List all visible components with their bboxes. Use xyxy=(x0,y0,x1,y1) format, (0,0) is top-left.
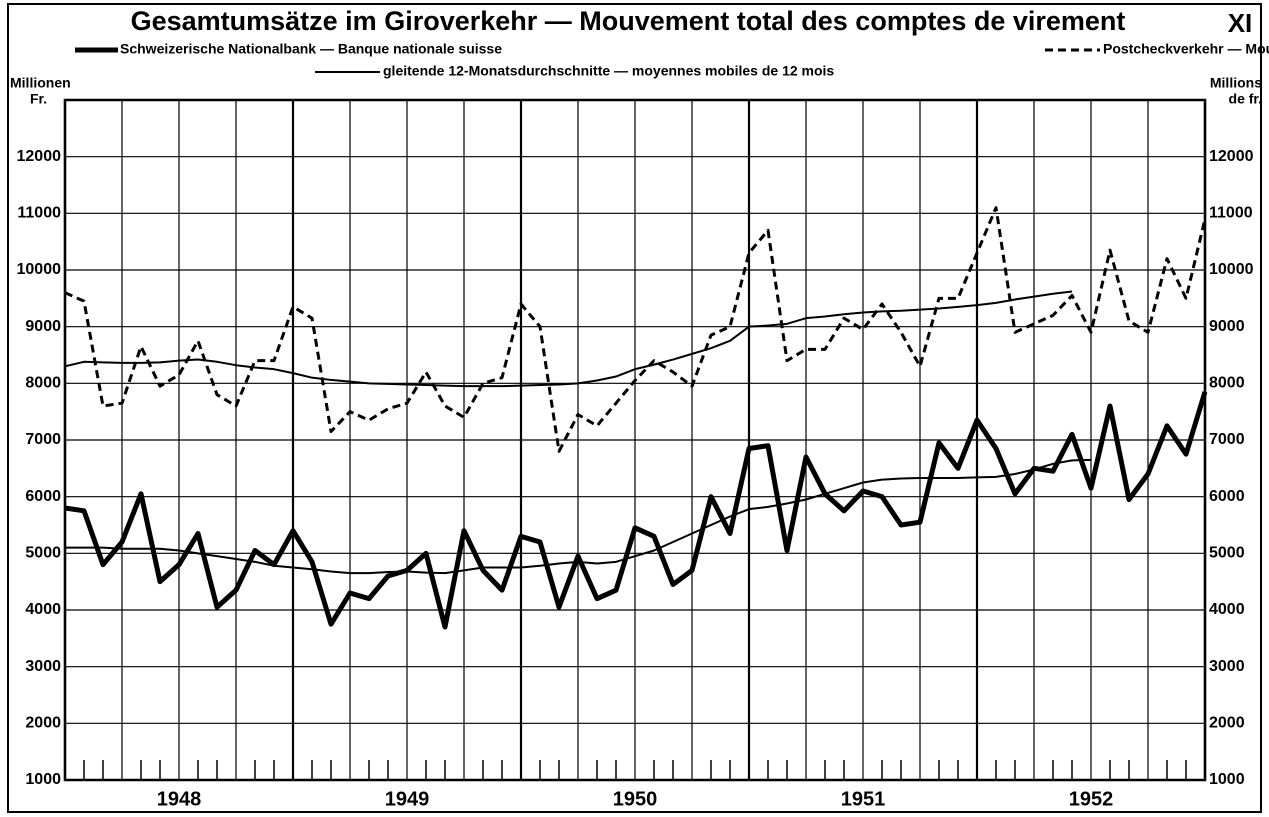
y-tick-label: 1000 xyxy=(25,771,61,788)
y-tick-label: 12000 xyxy=(1209,148,1254,165)
y-tick-label: 5000 xyxy=(25,545,61,562)
y-tick-label: 4000 xyxy=(25,601,61,618)
y-tick-label: 5000 xyxy=(1209,545,1245,562)
y-tick-label: 4000 xyxy=(1209,601,1245,618)
y-tick-label: 10000 xyxy=(1209,261,1254,278)
y-tick-label: 8000 xyxy=(1209,375,1245,392)
data-line xyxy=(65,458,1092,575)
y-label-left: Millionen xyxy=(10,75,71,91)
legend-label: gleitende 12-Monatsdurchschnitte — moyen… xyxy=(383,63,834,79)
y-tick-label: 9000 xyxy=(1209,318,1245,335)
outer-frame xyxy=(7,3,1262,813)
y-tick-label: 8000 xyxy=(25,375,61,392)
y-tick-label: 2000 xyxy=(1209,715,1245,732)
plot-frame xyxy=(63,98,1207,782)
data-line xyxy=(64,391,1208,630)
y-tick-label: 2000 xyxy=(25,715,61,732)
y-tick-label: 10000 xyxy=(17,261,62,278)
plate-number: XI xyxy=(1228,8,1253,38)
y-tick-label: 12000 xyxy=(17,148,62,165)
x-tick-label: 1950 xyxy=(613,788,658,810)
legend-label: Schweizerische Nationalbank — Banque nat… xyxy=(120,41,502,57)
y-tick-label: 6000 xyxy=(1209,488,1245,505)
x-tick-label: 1948 xyxy=(157,788,202,810)
x-tick-label: 1951 xyxy=(841,788,886,810)
data-line xyxy=(64,206,1207,453)
y-tick-label: 1000 xyxy=(1209,771,1245,788)
y-tick-label: 3000 xyxy=(1209,658,1245,675)
y-tick-label: 7000 xyxy=(1209,431,1245,448)
y-tick-label: 11000 xyxy=(17,205,61,222)
y-label-right: de fr. xyxy=(1229,91,1262,107)
chart-title: Gesamtumsätze im Giroverkehr — Mouvement… xyxy=(131,6,1126,36)
y-tick-label: 3000 xyxy=(25,658,61,675)
y-tick-label: 6000 xyxy=(25,488,61,505)
y-tick-label: 11000 xyxy=(1209,205,1253,222)
y-label-left: Fr. xyxy=(30,91,47,107)
x-tick-label: 1952 xyxy=(1069,788,1114,810)
legend-label: Postcheckverkehr — Mouvement des comptes… xyxy=(1103,41,1269,57)
y-label-right: Millions xyxy=(1210,75,1262,91)
data-line xyxy=(64,290,1073,388)
x-tick-label: 1949 xyxy=(385,788,430,810)
y-tick-label: 7000 xyxy=(25,431,61,448)
y-tick-label: 9000 xyxy=(25,318,61,335)
